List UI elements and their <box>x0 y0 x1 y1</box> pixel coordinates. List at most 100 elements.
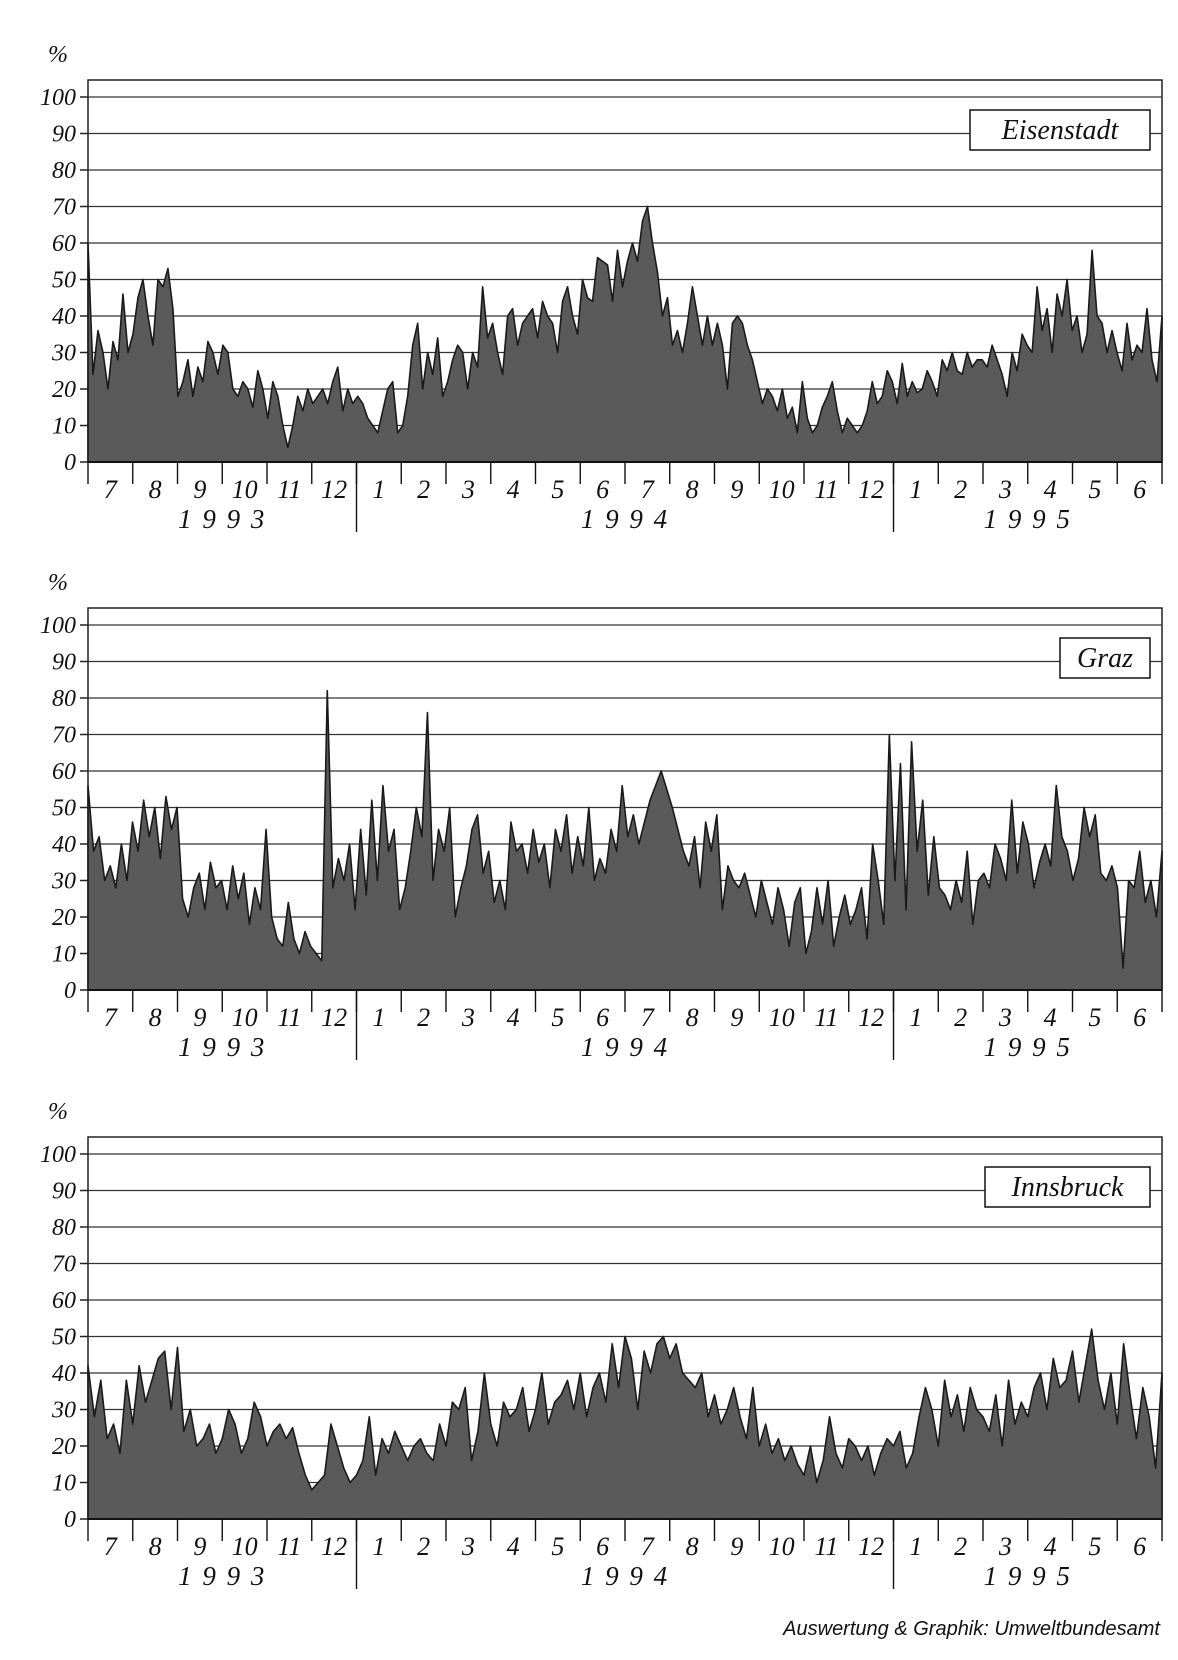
panel-1-month-label-23: 5 <box>1088 475 1101 504</box>
panel-3-month-label-19: 1 <box>909 1532 922 1561</box>
panel-2-year-label-3: 1 9 9 5 <box>984 1032 1072 1062</box>
panel-1-ytick-label-10: 10 <box>52 414 76 440</box>
panel-2-ytick-label-100: 100 <box>40 613 76 639</box>
panel-2-y-unit-label: % <box>48 570 68 596</box>
panel-1-month-label-16: 10 <box>769 475 795 504</box>
panel-2-ytick-label-80: 80 <box>52 686 76 712</box>
panel-1-ytick-label-50: 50 <box>52 268 76 294</box>
panel-3-ytick-label-0: 0 <box>64 1507 76 1533</box>
panel-1-month-label-9: 3 <box>461 475 475 504</box>
panel-1-ytick-label-100: 100 <box>40 85 76 111</box>
panel-2-ytick-label-30: 30 <box>51 869 76 895</box>
panel-1-month-label-3: 9 <box>193 475 206 504</box>
panel-3-month-label-12: 6 <box>596 1532 609 1561</box>
panel-2-month-label-6: 12 <box>321 1003 347 1032</box>
panel-3-month-label-2: 8 <box>149 1532 162 1561</box>
panel-2-month-label-8: 2 <box>417 1003 430 1032</box>
panel-1-ytick-label-40: 40 <box>52 304 76 330</box>
panel-1-month-label-17: 11 <box>814 475 838 504</box>
panel-1-month-label-15: 9 <box>730 475 743 504</box>
panel-2-ytick-label-40: 40 <box>52 832 76 858</box>
panel-3-month-label-10: 4 <box>507 1532 520 1561</box>
panel-2-station-box <box>1059 637 1151 679</box>
panel-3-month-label-6: 12 <box>321 1532 347 1561</box>
panel-2-month-label-24: 6 <box>1133 1003 1146 1032</box>
panel-3-area-series <box>87 1328 1163 1520</box>
panel-3-month-label-21: 3 <box>998 1532 1012 1561</box>
panel-1-y-unit-label: % <box>48 42 68 68</box>
panel-2-month-label-13: 7 <box>641 1003 655 1032</box>
panel-1-area-series <box>87 205 1163 463</box>
panel-3-ytick-label-20: 20 <box>52 1434 76 1460</box>
panel-1-month-label-1: 7 <box>104 475 118 504</box>
panel-1-month-label-12: 6 <box>596 475 609 504</box>
panel-1-month-label-8: 2 <box>417 475 430 504</box>
panel-2-month-label-17: 11 <box>814 1003 838 1032</box>
panel-2-ytick-label-50: 50 <box>52 796 76 822</box>
panel-3-month-label-11: 5 <box>551 1532 564 1561</box>
panel-3-ytick-label-10: 10 <box>52 1471 76 1497</box>
panel-3-station-box <box>984 1166 1151 1208</box>
panel-3-month-label-23: 5 <box>1088 1532 1101 1561</box>
panel-2-year-label-1: 1 9 9 3 <box>178 1032 266 1062</box>
panel-1-month-label-19: 1 <box>909 475 922 504</box>
panel-1-month-label-6: 12 <box>321 475 347 504</box>
panel-3-month-label-1: 7 <box>104 1532 118 1561</box>
panel-2-month-label-4: 10 <box>232 1003 258 1032</box>
panel-2-month-label-19: 1 <box>909 1003 922 1032</box>
panel-1-ytick-label-90: 90 <box>52 122 76 148</box>
panel-1-month-label-24: 6 <box>1133 475 1146 504</box>
panel-1-month-label-20: 2 <box>954 475 967 504</box>
panel-3-month-label-16: 10 <box>769 1532 795 1561</box>
panel-1-ytick-label-80: 80 <box>52 158 76 184</box>
panel-1-month-label-14: 8 <box>686 475 699 504</box>
panel-3-ytick-label-70: 70 <box>52 1252 76 1278</box>
panel-2-month-label-16: 10 <box>769 1003 795 1032</box>
panel-2-ytick-label-70: 70 <box>52 723 76 749</box>
panel-3-month-label-22: 4 <box>1044 1532 1057 1561</box>
panel-3-ytick-label-100: 100 <box>40 1142 76 1168</box>
panel-1-ytick-label-20: 20 <box>52 377 76 403</box>
panel-2-ytick-label-90: 90 <box>52 650 76 676</box>
panel-3-month-label-18: 12 <box>858 1532 884 1561</box>
panel-2-year-label-2: 1 9 9 4 <box>581 1032 669 1062</box>
panel-2-month-label-2: 8 <box>149 1003 162 1032</box>
panel-3-month-label-4: 10 <box>232 1532 258 1561</box>
panel-2-ytick-label-0: 0 <box>64 978 76 1004</box>
panel-2-month-label-12: 6 <box>596 1003 609 1032</box>
panel-1-month-label-7: 1 <box>372 475 385 504</box>
panel-1-month-label-11: 5 <box>551 475 564 504</box>
panel-3-month-label-15: 9 <box>730 1532 743 1561</box>
panel-3-month-label-3: 9 <box>193 1532 206 1561</box>
panel-3-month-label-9: 3 <box>461 1532 475 1561</box>
panel-3-month-label-20: 2 <box>954 1532 967 1561</box>
panel-3-station-label: Innsbruck <box>1011 1172 1125 1203</box>
panel-3-ytick-label-50: 50 <box>52 1325 76 1351</box>
panel-3-year-label-1: 1 9 9 3 <box>178 1561 266 1591</box>
panel-2-ytick-label-20: 20 <box>52 905 76 931</box>
panel-2-month-label-21: 3 <box>998 1003 1012 1032</box>
panel-2-month-label-7: 1 <box>372 1003 385 1032</box>
panel-2-month-label-14: 8 <box>686 1003 699 1032</box>
panel-3-ytick-label-90: 90 <box>52 1179 76 1205</box>
panel-3-year-label-2: 1 9 9 4 <box>581 1561 669 1591</box>
panel-1-month-label-22: 4 <box>1044 475 1057 504</box>
panel-1-year-label-2: 1 9 9 4 <box>581 504 669 534</box>
panel-1-month-label-4: 10 <box>232 475 258 504</box>
panel-3-month-label-14: 8 <box>686 1532 699 1561</box>
panel-1-ytick-label-0: 0 <box>64 450 76 476</box>
panel-3-y-unit-label: % <box>48 1099 68 1125</box>
panel-1-ytick-label-70: 70 <box>52 195 76 221</box>
panel-2-month-label-15: 9 <box>730 1003 743 1032</box>
panel-2-month-label-22: 4 <box>1044 1003 1057 1032</box>
panel-2-month-label-11: 5 <box>551 1003 564 1032</box>
panel-2-month-label-3: 9 <box>193 1003 206 1032</box>
panel-3-ytick-label-40: 40 <box>52 1361 76 1387</box>
panel-2-month-label-23: 5 <box>1088 1003 1101 1032</box>
panel-2-month-label-18: 12 <box>858 1003 884 1032</box>
panel-3-month-label-13: 7 <box>641 1532 655 1561</box>
panel-2-ytick-label-60: 60 <box>52 759 76 785</box>
panel-3-month-label-5: 11 <box>277 1532 301 1561</box>
